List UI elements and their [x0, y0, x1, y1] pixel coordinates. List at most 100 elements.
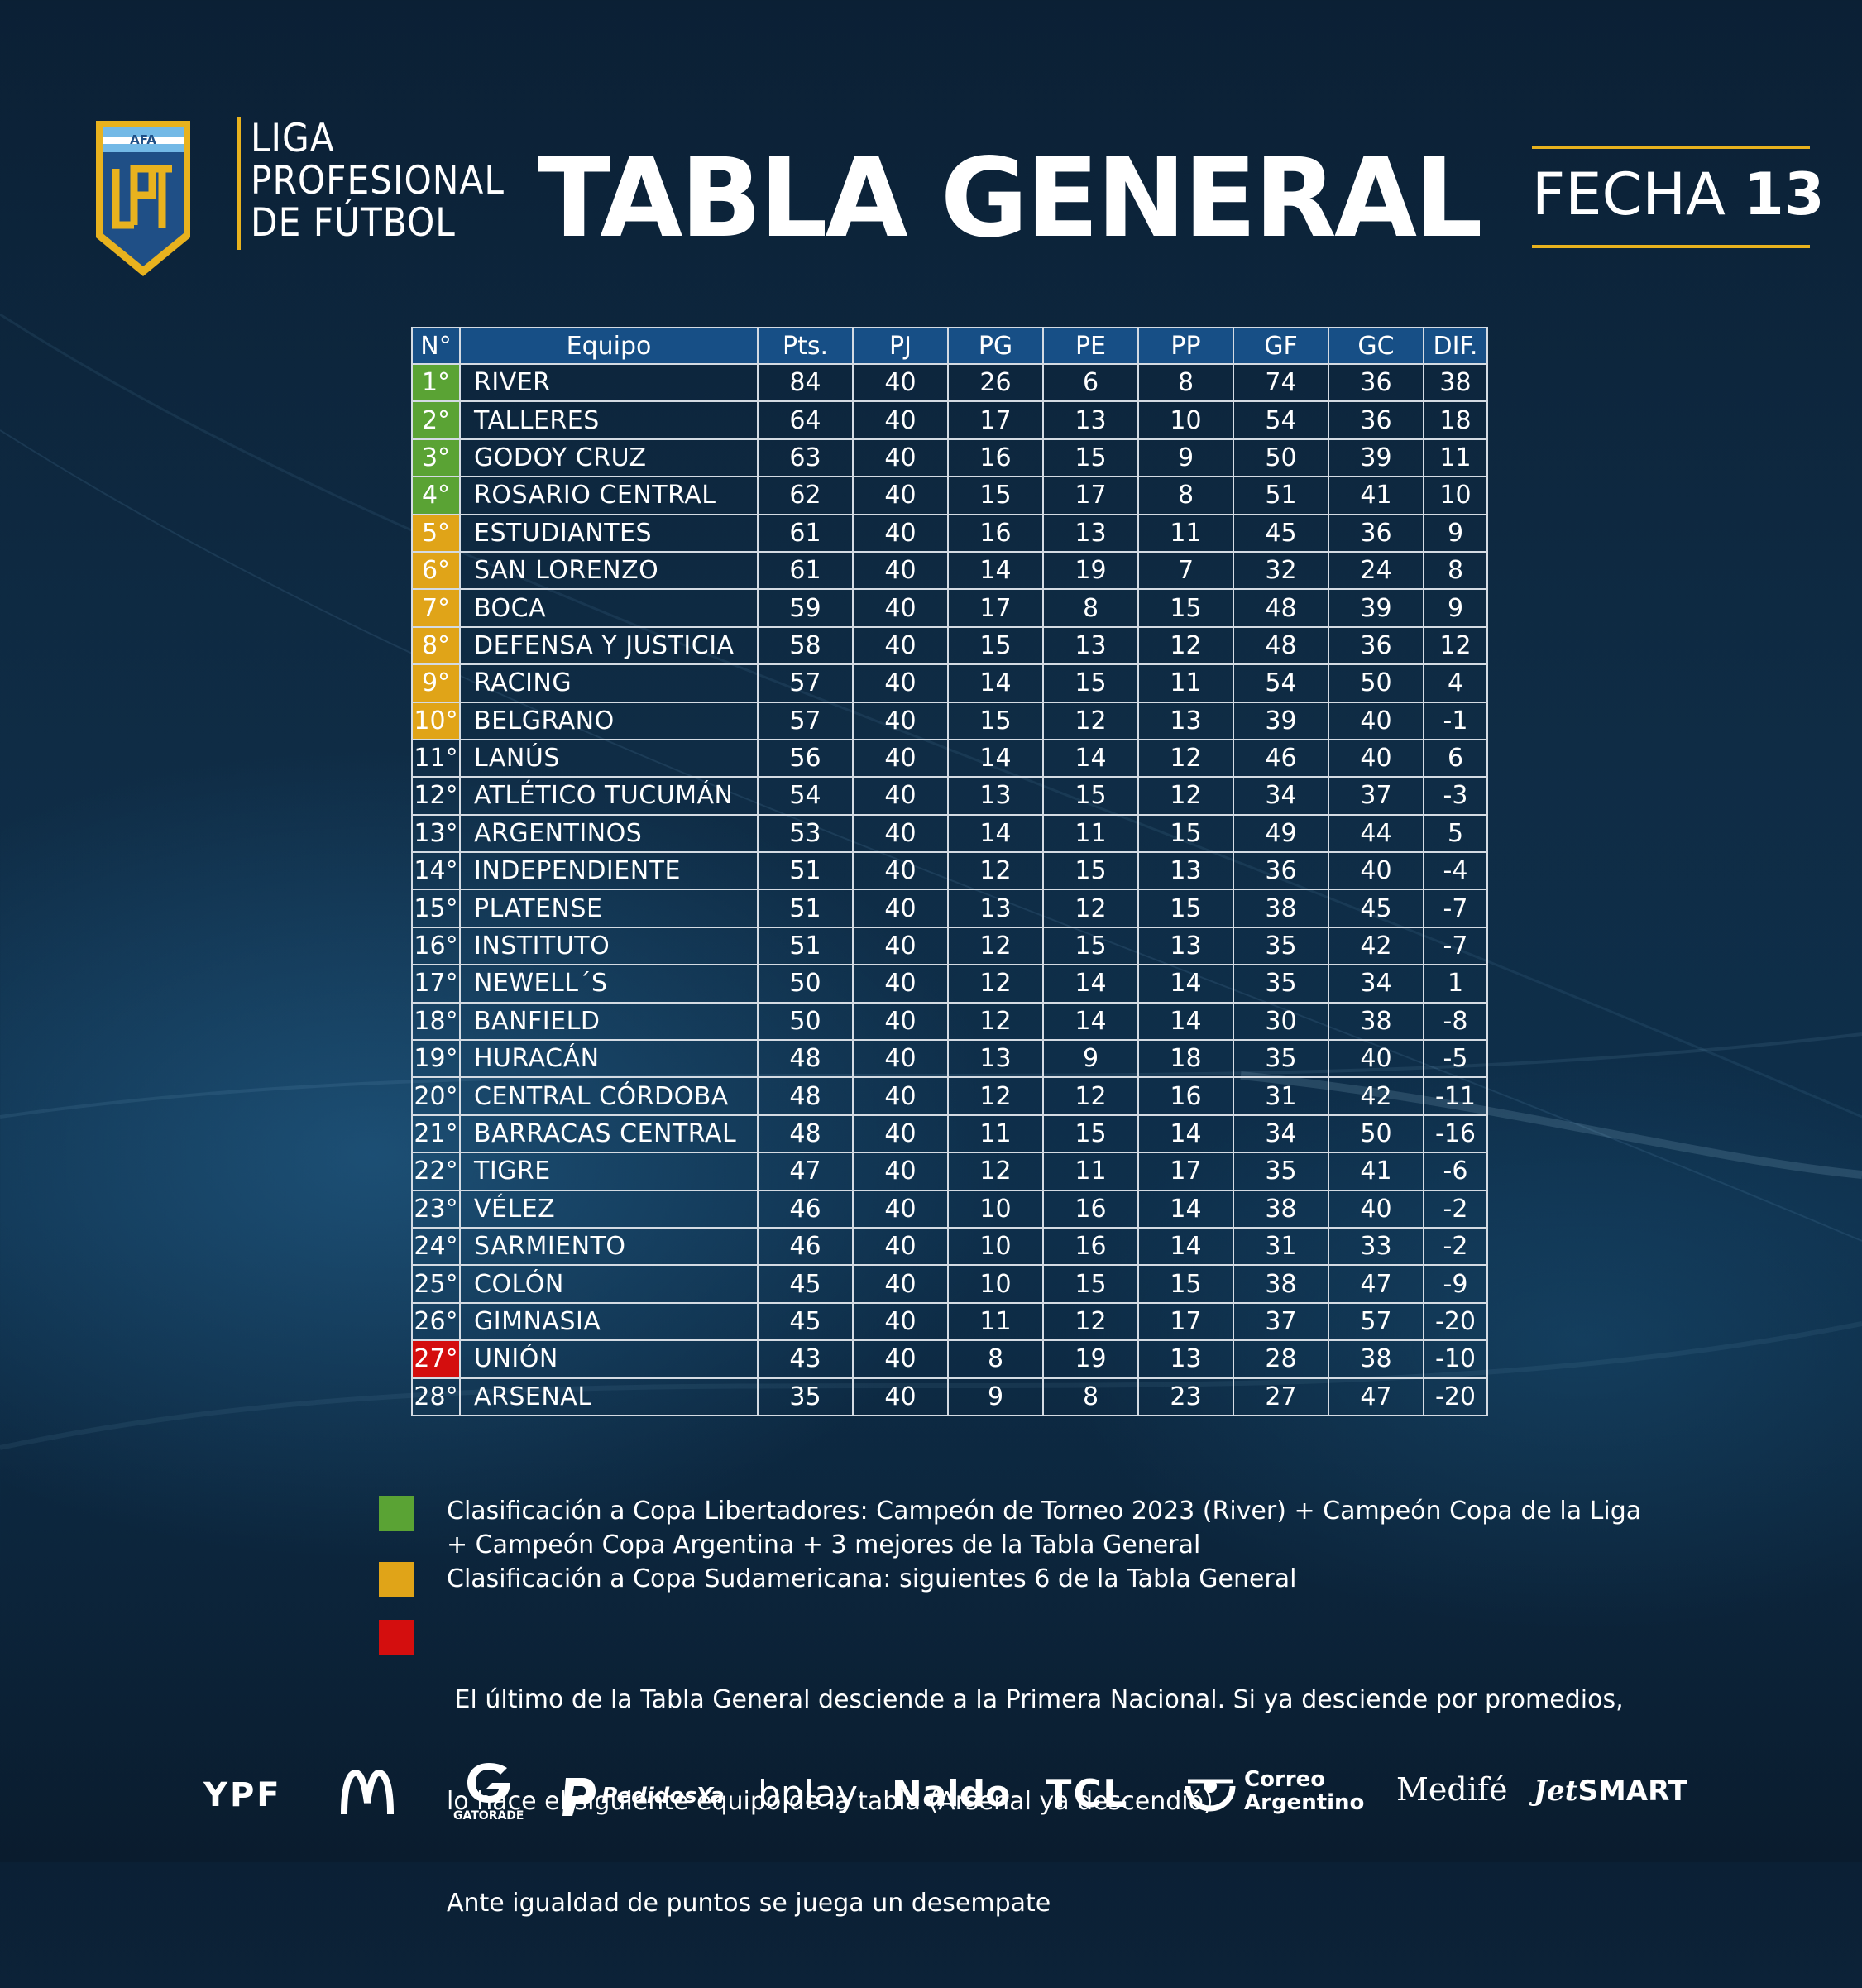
table-row: 17° NEWELL´S 50 40 12 14 14 35 34 1 — [411, 964, 1488, 1004]
col-header-goal-diff: DIF. — [1423, 327, 1488, 365]
position-cell: 15° — [411, 889, 461, 928]
position-cell: 5° — [411, 513, 461, 553]
played-cell: 40 — [852, 1152, 949, 1191]
table-row: 3° GODOY CRUZ 63 40 16 15 9 50 39 11 — [411, 438, 1488, 478]
won-cell: 11 — [947, 1301, 1044, 1342]
position-cell: 8° — [411, 625, 461, 666]
legend-text: Clasificación a Copa Sudamericana: sigui… — [447, 1562, 1296, 1596]
goals-against-cell: 33 — [1328, 1226, 1424, 1267]
goals-for-cell: 51 — [1233, 476, 1329, 515]
legend-text: Clasificación a Copa Libertadores: Campe… — [447, 1494, 1641, 1562]
won-cell: 12 — [947, 1076, 1044, 1116]
lost-cell: 16 — [1137, 1076, 1234, 1116]
won-cell: 10 — [947, 1189, 1044, 1229]
lost-cell: 15 — [1137, 889, 1234, 928]
yellow-zone-swatch — [379, 1562, 414, 1597]
table-row: 7° BOCA 59 40 17 8 15 48 39 9 — [411, 588, 1488, 628]
points-cell: 63 — [757, 438, 854, 478]
drawn-cell: 15 — [1042, 1264, 1139, 1304]
team-name-cell: PLATENSE — [459, 889, 759, 928]
afa-badge-text: AFA — [130, 132, 156, 147]
lost-cell: 17 — [1137, 1301, 1234, 1342]
team-name-cell: ARSENAL — [459, 1377, 759, 1416]
correo-text: Correo Argentino — [1244, 1768, 1364, 1814]
goal-diff-cell: 38 — [1423, 362, 1488, 403]
table-row: 14° INDEPENDIENTE 51 40 12 15 13 36 40 -4 — [411, 851, 1488, 891]
goals-for-cell: 35 — [1233, 1152, 1329, 1191]
goals-for-cell: 31 — [1233, 1076, 1329, 1116]
goal-diff-cell: -6 — [1423, 1152, 1488, 1191]
position-cell: 18° — [411, 1001, 461, 1042]
goals-against-cell: 41 — [1328, 476, 1424, 515]
jetsmart-logo: JetSMART — [1534, 1775, 1687, 1808]
position-cell: 16° — [411, 926, 461, 966]
goals-for-cell: 31 — [1233, 1226, 1329, 1267]
col-header-team: Equipo — [459, 327, 759, 365]
lost-cell: 14 — [1137, 964, 1234, 1004]
goals-for-cell: 36 — [1233, 851, 1329, 891]
drawn-cell: 14 — [1042, 738, 1139, 778]
legend-line: + Campeón Copa Argentina + 3 mejores de … — [447, 1531, 1201, 1559]
points-cell: 46 — [757, 1189, 854, 1229]
team-name-cell: COLÓN — [459, 1264, 759, 1304]
position-cell: 6° — [411, 550, 461, 591]
goals-against-cell: 40 — [1328, 1039, 1424, 1079]
goal-diff-cell: 10 — [1423, 476, 1488, 515]
points-cell: 56 — [757, 738, 854, 778]
won-cell: 11 — [947, 1114, 1044, 1154]
goals-against-cell: 34 — [1328, 964, 1424, 1004]
correo-line: Argentino — [1244, 1790, 1365, 1815]
goals-against-cell: 39 — [1328, 438, 1424, 478]
lost-cell: 14 — [1137, 1189, 1234, 1229]
goals-for-cell: 50 — [1233, 438, 1329, 478]
position-cell: 25° — [411, 1264, 461, 1304]
position-cell: 28° — [411, 1377, 461, 1416]
played-cell: 40 — [852, 1226, 949, 1267]
goals-against-cell: 47 — [1328, 1264, 1424, 1304]
team-name-cell: SAN LORENZO — [459, 550, 759, 591]
position-cell: 12° — [411, 776, 461, 816]
played-cell: 40 — [852, 776, 949, 816]
drawn-cell: 13 — [1042, 625, 1139, 666]
lost-cell: 11 — [1137, 663, 1234, 703]
points-cell: 61 — [757, 550, 854, 591]
played-cell: 40 — [852, 663, 949, 703]
team-name-cell: ARGENTINOS — [459, 813, 759, 854]
table-row: 20° CENTRAL CÓRDOBA 48 40 12 12 16 31 42 -11 — [411, 1076, 1488, 1116]
won-cell: 8 — [947, 1339, 1044, 1379]
goal-diff-cell: 1 — [1423, 964, 1488, 1004]
played-cell: 40 — [852, 588, 949, 628]
points-cell: 51 — [757, 926, 854, 966]
table-row: 9° RACING 57 40 14 15 11 54 50 4 — [411, 663, 1488, 703]
goals-against-cell: 36 — [1328, 625, 1424, 666]
pedidosya-p-icon — [562, 1778, 596, 1816]
drawn-cell: 8 — [1042, 588, 1139, 628]
position-cell: 23° — [411, 1189, 461, 1229]
drawn-cell: 11 — [1042, 1152, 1139, 1191]
drawn-cell: 6 — [1042, 362, 1139, 403]
table-row: 18° BANFIELD 50 40 12 14 14 30 38 -8 — [411, 1001, 1488, 1042]
drawn-cell: 11 — [1042, 813, 1139, 854]
lost-cell: 9 — [1137, 438, 1234, 478]
team-name-cell: RACING — [459, 663, 759, 703]
won-cell: 17 — [947, 400, 1044, 440]
team-name-cell: ESTUDIANTES — [459, 513, 759, 553]
drawn-cell: 13 — [1042, 513, 1139, 553]
drawn-cell: 15 — [1042, 438, 1139, 478]
gatorade-text: GATORADE — [453, 1809, 524, 1823]
team-name-cell: NEWELL´S — [459, 964, 759, 1004]
league-logo: AFA LIGA PROFESIONAL DE FÚTBOL — [93, 117, 504, 283]
table-row: 15° PLATENSE 51 40 13 12 15 38 45 -7 — [411, 889, 1488, 928]
team-name-cell: BOCA — [459, 588, 759, 628]
lost-cell: 14 — [1137, 1114, 1234, 1154]
goals-against-cell: 36 — [1328, 400, 1424, 440]
lost-cell: 7 — [1137, 550, 1234, 591]
lost-cell: 18 — [1137, 1039, 1234, 1079]
team-name-cell: INDEPENDIENTE — [459, 851, 759, 891]
position-cell: 20° — [411, 1076, 461, 1116]
goals-for-cell: 54 — [1233, 663, 1329, 703]
points-cell: 64 — [757, 400, 854, 440]
won-cell: 12 — [947, 851, 1044, 891]
goal-diff-cell: 12 — [1423, 625, 1488, 666]
goal-diff-cell: -20 — [1423, 1301, 1488, 1342]
